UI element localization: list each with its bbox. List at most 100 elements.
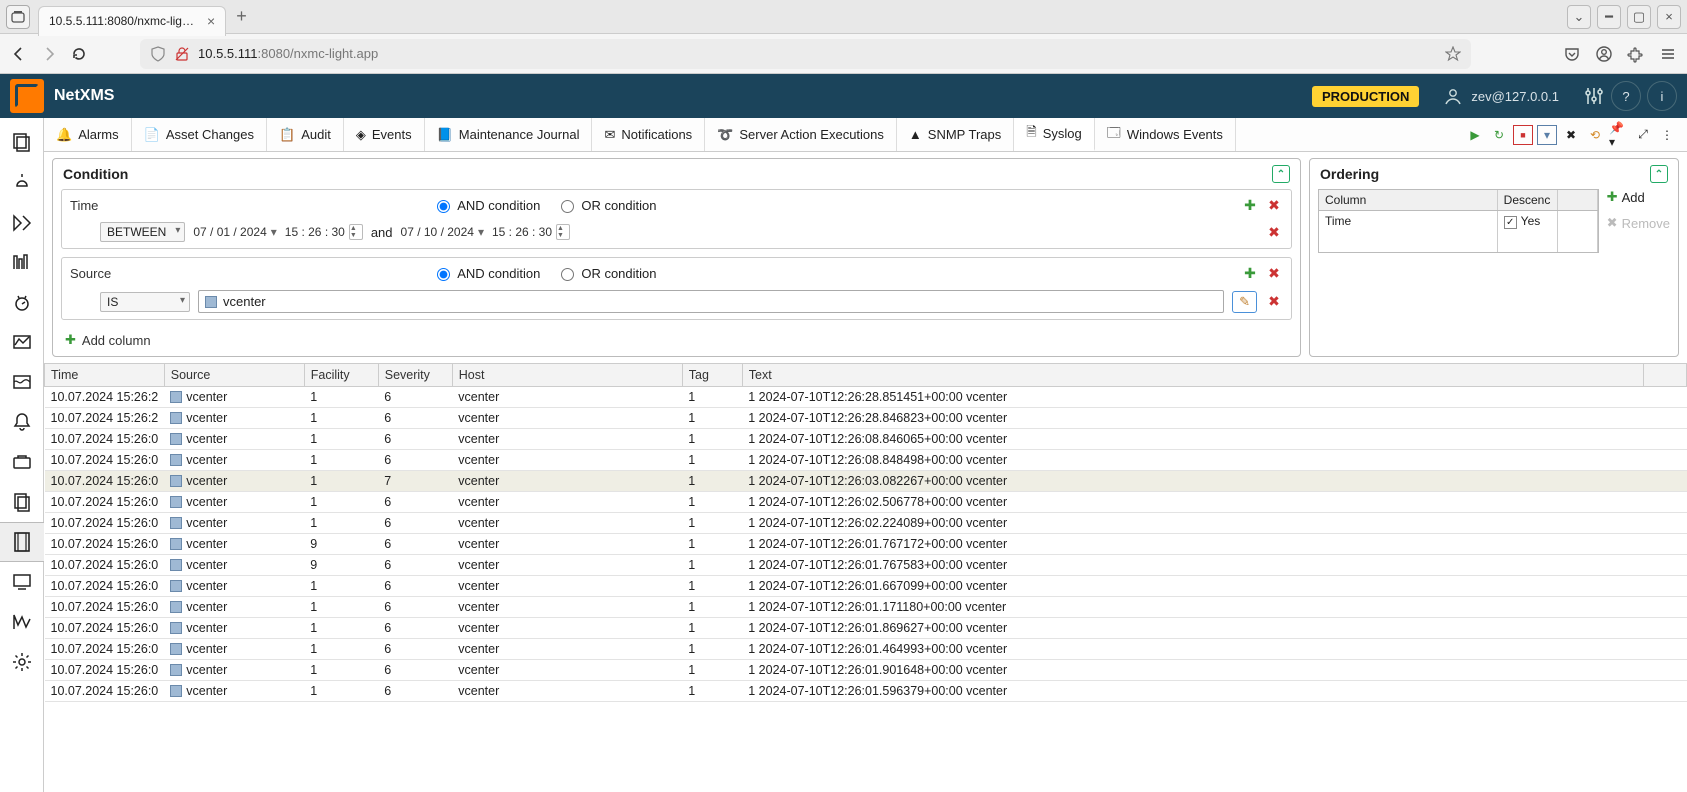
back-button[interactable] [10,45,28,63]
or-radio-time[interactable]: OR condition [556,197,656,213]
rail-item-10[interactable] [0,482,44,522]
refresh-button[interactable]: ↻ [1489,125,1509,145]
add-column-button[interactable]: ✚Add column [53,328,1300,356]
remove-condition-icon[interactable]: ✖ [1265,223,1283,241]
rail-item-3[interactable] [0,202,44,242]
minimize-button[interactable]: ━ [1597,5,1621,29]
popout-button[interactable]: ⤢ [1633,125,1653,145]
table-row[interactable]: 10.07.2024 15:26:0vcenter16vcenter11 202… [45,597,1687,618]
pick-object-button[interactable]: ✎ [1232,291,1257,313]
col-host[interactable]: Host [452,364,682,387]
rail-item-4[interactable] [0,242,44,282]
rail-item-5[interactable] [0,282,44,322]
table-row[interactable]: 10.07.2024 15:26:2vcenter16vcenter11 202… [45,408,1687,429]
tab-events[interactable]: ◈Events [344,118,425,151]
rail-item-9[interactable] [0,442,44,482]
settings-sliders-button[interactable] [1583,85,1605,107]
col-severity[interactable]: Severity [378,364,452,387]
add-condition-icon[interactable]: ✚ [1241,264,1259,282]
time1-input[interactable]: 15 : 26 : 30▲▼ [285,224,363,240]
address-bar[interactable]: 10.5.5.111:8080/nxmc-light.app [140,39,1471,69]
or-radio-source[interactable]: OR condition [556,265,656,281]
tab-maintenance-journal[interactable]: 📘Maintenance Journal [425,118,593,151]
add-condition-icon[interactable]: ✚ [1241,196,1259,214]
table-row[interactable]: 10.07.2024 15:26:0vcenter16vcenter11 202… [45,429,1687,450]
and-radio-time[interactable]: AND condition [432,197,540,213]
maximize-button[interactable]: ▢ [1627,5,1651,29]
account-icon[interactable] [1595,45,1613,63]
rail-item-7[interactable] [0,362,44,402]
new-tab-button[interactable]: + [236,6,247,27]
close-window-button[interactable]: × [1657,5,1681,29]
table-row[interactable]: 10.07.2024 15:26:0vcenter16vcenter11 202… [45,576,1687,597]
rail-item-1[interactable] [0,122,44,162]
source-value-input[interactable]: vcenter [198,290,1224,313]
op-select-source[interactable]: IS [100,292,190,312]
extensions-icon[interactable] [1627,45,1645,63]
table-row[interactable]: 10.07.2024 15:26:0vcenter96vcenter11 202… [45,555,1687,576]
rail-item-settings[interactable] [0,642,44,682]
time2-input[interactable]: 15 : 26 : 30▲▼ [492,224,570,240]
more-button[interactable]: ⋮ [1657,125,1677,145]
col-text[interactable]: Text [742,364,1643,387]
table-row[interactable]: 10.07.2024 15:26:0vcenter16vcenter11 202… [45,681,1687,702]
table-row[interactable]: 10.07.2024 15:26:0vcenter16vcenter11 202… [45,618,1687,639]
syslog-grid[interactable]: TimeSourceFacilitySeverityHostTagText 10… [44,363,1687,792]
rail-item-6[interactable] [0,322,44,362]
stop-button[interactable]: ■ [1513,125,1533,145]
col-time[interactable]: Time [45,364,165,387]
tab-alarms[interactable]: 🔔Alarms [44,118,132,151]
col-tag[interactable]: Tag [682,364,742,387]
remove-condition-icon[interactable]: ✖ [1265,293,1283,311]
tab-syslog[interactable]: 🗎Syslog [1014,118,1094,151]
rail-item-12[interactable] [0,562,44,602]
tab-snmp-traps[interactable]: ▲SNMP Traps [897,118,1014,151]
table-row[interactable]: 10.07.2024 15:26:0vcenter17vcenter11 202… [45,471,1687,492]
table-row[interactable]: 10.07.2024 15:26:0vcenter16vcenter11 202… [45,450,1687,471]
filter-button[interactable]: ▾ [1537,125,1557,145]
help-button[interactable]: ? [1611,81,1641,111]
shield-icon[interactable] [150,46,166,62]
insecure-icon[interactable] [174,46,190,62]
link-button[interactable]: ⟲ [1585,125,1605,145]
reload-button[interactable] [70,45,88,63]
browser-tab[interactable]: 10.5.5.111:8080/nxmc-light.ap × [38,6,226,36]
col-facility[interactable]: Facility [304,364,378,387]
pin-button[interactable]: 📌▾ [1609,125,1629,145]
run-button[interactable]: ▶ [1465,125,1485,145]
table-row[interactable]: 10.07.2024 15:26:0vcenter16vcenter11 202… [45,492,1687,513]
tab-audit[interactable]: 📋Audit [267,118,344,151]
op-select-time[interactable]: BETWEEN [100,222,185,242]
info-button[interactable]: i [1647,81,1677,111]
ordering-add-button[interactable]: ✚Add [1607,189,1670,205]
user-box[interactable]: zev@127.0.0.1 [1443,86,1559,106]
menu-icon[interactable] [1659,45,1677,63]
pocket-icon[interactable] [1563,45,1581,63]
ordering-row[interactable]: Time ✓Yes [1319,211,1598,232]
recent-tabs-button[interactable] [6,5,30,29]
and-radio-source[interactable]: AND condition [432,265,540,281]
tab-asset-changes[interactable]: 📄Asset Changes [132,118,267,151]
forward-button[interactable] [40,45,58,63]
close-icon[interactable]: × [207,13,215,29]
table-row[interactable]: 10.07.2024 15:26:0vcenter96vcenter11 202… [45,534,1687,555]
collapse-ordering-button[interactable]: ⌃ [1650,165,1668,183]
tab-windows-events[interactable]: 🗔Windows Events [1095,118,1236,151]
rail-item-13[interactable] [0,602,44,642]
collapse-condition-button[interactable]: ⌃ [1272,165,1290,183]
table-row[interactable]: 10.07.2024 15:26:2vcenter16vcenter11 202… [45,387,1687,408]
rail-item-8[interactable] [0,402,44,442]
table-row[interactable]: 10.07.2024 15:26:0vcenter16vcenter11 202… [45,639,1687,660]
rail-item-2[interactable] [0,162,44,202]
table-row[interactable]: 10.07.2024 15:26:0vcenter16vcenter11 202… [45,513,1687,534]
col-source[interactable]: Source [164,364,304,387]
remove-group-icon[interactable]: ✖ [1265,264,1283,282]
date2-input[interactable]: 07 / 10 / 2024▾ [401,225,484,239]
rail-item-logs[interactable] [0,522,44,562]
tabs-dropdown-button[interactable]: ⌄ [1567,5,1591,29]
tab-server-action-executions[interactable]: ➰Server Action Executions [705,118,897,151]
date1-input[interactable]: 07 / 01 / 2024▾ [193,225,276,239]
bookmark-star-icon[interactable] [1445,46,1461,62]
tab-notifications[interactable]: ✉Notifications [592,118,705,151]
ordering-remove-button[interactable]: ✖Remove [1607,215,1670,231]
